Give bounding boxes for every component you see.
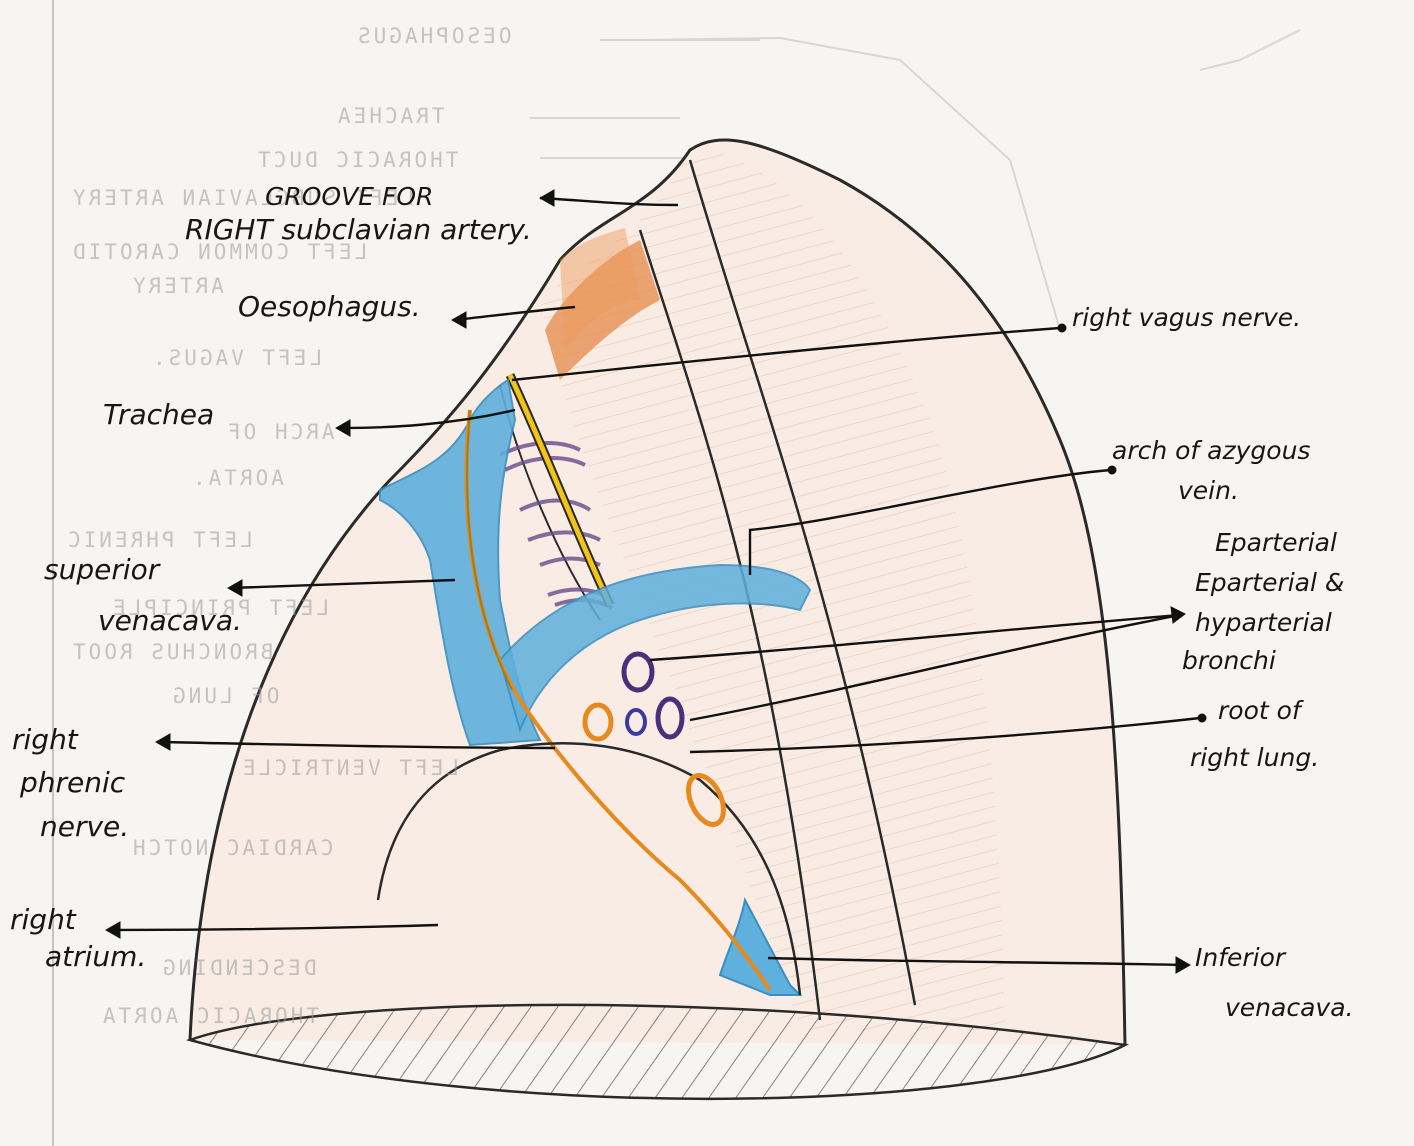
ghost-left-ventricle: LEFT VENTRICLE <box>240 756 460 780</box>
ghost-left-principal-2: BRONCHUS ROOT <box>70 640 274 664</box>
ghost-descending-1: DESCENDING <box>160 956 317 980</box>
notebook-margin-line <box>52 0 54 1146</box>
label-trachea: Trachea <box>103 398 215 431</box>
label-svc-line1: superior <box>44 553 160 586</box>
esophagus-band <box>545 240 660 380</box>
label-eparterial-line4: bronchi <box>1182 646 1276 675</box>
label-right-vagus-nerve: right vagus nerve. <box>1072 303 1302 332</box>
arrow-heads <box>104 189 1207 974</box>
label-root-line1: root of <box>1218 696 1301 725</box>
inferior-vena-cava <box>718 897 803 996</box>
label-groove-line2: RIGHT subclavian artery. <box>185 213 532 246</box>
label-phrenic-line3: nerve. <box>40 810 130 843</box>
label-groove-line1: GROOVE FOR <box>265 182 434 211</box>
ghost-thoracic-duct: THORACIC DUCT <box>255 148 459 172</box>
ghost-descending-2: THORACIC AORTA <box>100 1004 320 1028</box>
ghost-oesophagus: OESOPHAGUS <box>355 24 512 48</box>
label-ivc-line1: Inferior <box>1195 943 1286 972</box>
diaphragmatic-surface <box>185 1003 1130 1101</box>
label-root-line2: right lung. <box>1190 743 1320 772</box>
pulmonary-vein-section <box>686 773 726 827</box>
ghost-left-vagus: LEFT VAGUS. <box>150 346 323 370</box>
hyparterial-bronchus-2 <box>655 696 685 740</box>
ghost-left-common-carotid-2: ARTERY <box>130 274 224 298</box>
arch-of-azygos-vein <box>498 563 812 734</box>
ghost-arch-of-aorta-2: AORTA. <box>190 466 284 490</box>
hyparterial-bronchus-1 <box>625 708 647 736</box>
label-eparterial-line1: Eparterial <box>1215 528 1337 557</box>
pulmonary-artery-section <box>582 702 614 742</box>
label-arch-azygos-line2: vein. <box>1178 476 1239 505</box>
label-eparterial-line3: hyparterial <box>1195 608 1332 637</box>
ghost-left-phrenic: LEFT PHRENIC <box>65 528 253 552</box>
label-phrenic-line2: phrenic <box>20 766 126 799</box>
ghost-cardiac-notch: CARDIAC NOTCH <box>130 836 334 860</box>
leader-lines <box>109 196 1201 967</box>
label-atrium-line2: atrium. <box>45 940 147 973</box>
ghost-trachea: TRACHEA <box>335 104 445 128</box>
right-atrium-contour <box>376 742 802 996</box>
ghost-arch-of-aorta-1: ARCH OF <box>225 420 335 444</box>
eparterial-bronchus <box>621 651 655 693</box>
ghost-left-principal-3: OF LUNG <box>170 684 280 708</box>
label-svc-line2: venacava. <box>98 604 242 637</box>
label-oesophagus: Oesophagus. <box>238 290 421 323</box>
label-atrium-line1: right <box>10 903 76 936</box>
label-phrenic-line1: right <box>12 723 78 756</box>
label-eparterial-line2: Eparterial & <box>1195 568 1345 597</box>
label-arch-azygos-line1: arch of azygous <box>1112 436 1311 465</box>
label-ivc-line2: venacava. <box>1225 993 1354 1022</box>
